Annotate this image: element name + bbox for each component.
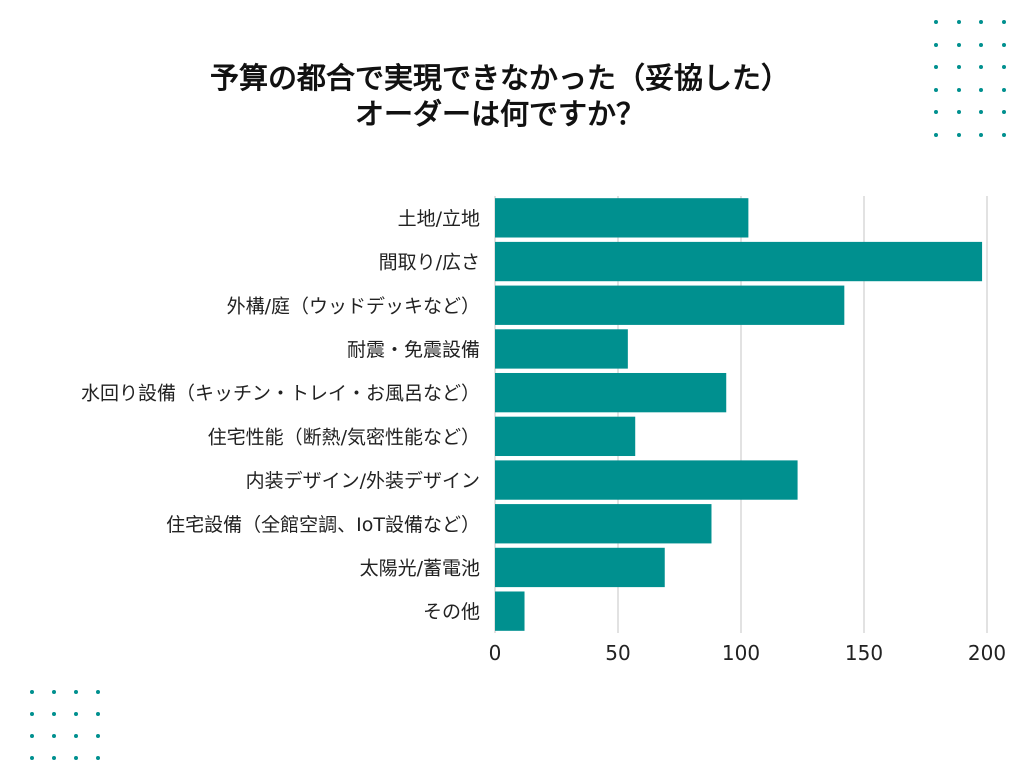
decorative-dot (74, 712, 78, 716)
decorative-dot (979, 132, 983, 137)
bar (495, 591, 525, 631)
category-label: 水回り設備（キッチン・トレイ・お風呂など） (81, 383, 480, 405)
decorative-dot (96, 690, 100, 694)
decorative-dot (96, 756, 100, 760)
decorative-dot (956, 132, 961, 137)
decorative-dot (30, 734, 34, 738)
bar (495, 241, 983, 282)
decorative-dot (956, 110, 961, 114)
category-label: 土地/立地 (398, 208, 480, 230)
decorative-dot (52, 734, 56, 738)
decorative-dot (934, 132, 938, 137)
decorative-dot (934, 42, 938, 47)
decorative-dot (52, 712, 56, 716)
category-label: 内装デザイン/外装デザイン (246, 470, 480, 492)
decorative-dot (934, 20, 938, 24)
decorative-dot (934, 110, 938, 114)
bar (495, 329, 628, 369)
decorative-dot (934, 87, 938, 92)
decorative-dot (956, 20, 961, 24)
bar (495, 416, 636, 457)
category-label: 間取り/広さ (379, 252, 480, 274)
bar (495, 198, 749, 238)
category-label: 太陽光/蓄電池 (360, 557, 480, 579)
bar (495, 460, 798, 500)
chart-title-line-1: 予算の都合で実現できなかった（妥協した） (209, 61, 790, 95)
bar (495, 547, 665, 588)
decorative-dot (30, 712, 34, 716)
category-label: 耐震・免震設備 (347, 339, 480, 361)
decorative-dot (1001, 110, 1006, 114)
decorative-dot (30, 690, 34, 694)
x-tick-label: 100 (722, 641, 760, 665)
x-tick-label: 200 (968, 641, 1006, 665)
decorative-dot (30, 756, 34, 760)
bars (495, 198, 983, 631)
category-label: 住宅性能（断熱/気密性能など） (208, 426, 480, 448)
decorative-dot (979, 110, 983, 114)
decorative-dot (1001, 42, 1006, 47)
decorative-dot (934, 65, 938, 69)
decorative-dot (979, 87, 983, 92)
category-label: その他 (423, 601, 480, 623)
decorative-dot (1001, 65, 1006, 69)
decorative-dot (74, 734, 78, 738)
x-tick-label: 50 (605, 641, 630, 665)
decorative-dot (96, 712, 100, 716)
decorative-dot (52, 756, 56, 760)
bar (495, 372, 727, 413)
decorative-dot (956, 65, 961, 69)
chart-title-line-2: オーダーは何ですか？ (354, 97, 645, 131)
x-tick-label: 150 (845, 641, 883, 665)
decorative-dot (1001, 132, 1006, 137)
decorative-dot (979, 65, 983, 69)
x-tick-label: 0 (489, 641, 502, 665)
decorative-dot (956, 87, 961, 92)
decorative-dot (74, 756, 78, 760)
decorative-dot (74, 690, 78, 694)
bar (495, 285, 845, 325)
decorative-dot (1001, 87, 1006, 92)
decorative-dot (96, 734, 100, 738)
decorative-dot (956, 42, 961, 47)
bar (495, 504, 712, 544)
category-label: 外構/庭（ウッドデッキなど） (227, 295, 480, 317)
decorative-dot (979, 42, 983, 47)
category-label: 住宅設備（全館空調、IoT設備など） (166, 514, 480, 536)
decorative-dot (979, 20, 983, 24)
decorative-dot (52, 690, 56, 694)
x-tick-labels: 0 50 100 150 200 (489, 641, 1006, 665)
chart-title: 予算の都合で実現できなかった（妥協した） オーダーは何ですか？ (150, 60, 850, 132)
decorative-dot (1001, 20, 1006, 24)
